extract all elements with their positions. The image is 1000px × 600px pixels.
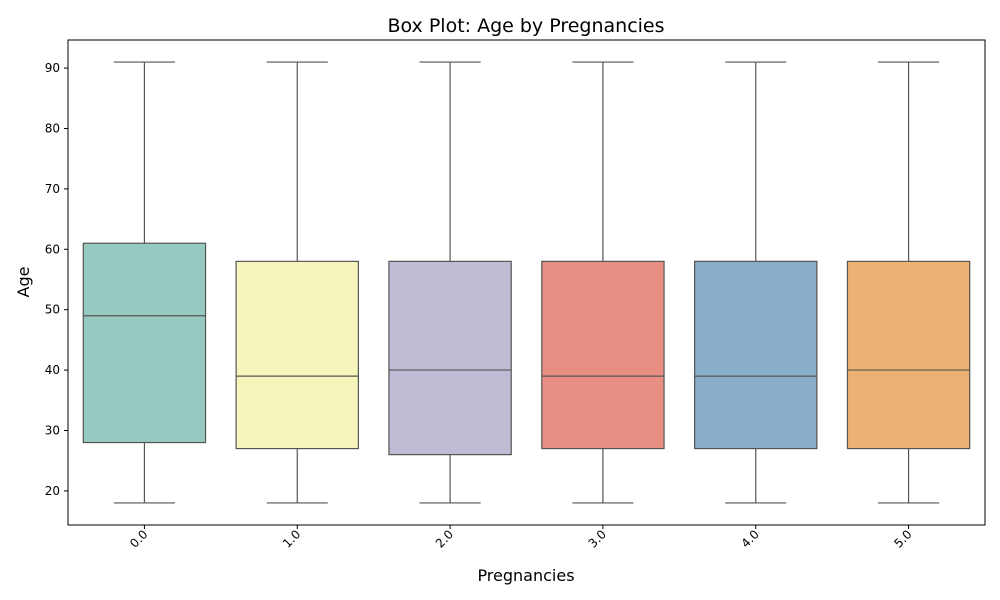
box-5 [846, 260, 971, 450]
chart-title: Box Plot: Age by Pregnancies [387, 15, 664, 37]
x-tick-label: 0.0 [127, 527, 150, 550]
box-4 [694, 260, 818, 450]
y-tick-label: 80 [45, 121, 60, 135]
x-tick-label: 4.0 [738, 527, 761, 550]
y-tick-label: 40 [45, 363, 60, 377]
box-2 [388, 260, 512, 456]
y-tick-label: 50 [45, 303, 60, 317]
y-tick-label: 70 [45, 182, 60, 196]
plot-area: 20 30 40 50 60 70 80 90 0.0 1.0 2.0 3.0 4.0 5.0 [45, 39, 986, 551]
x-tick-label: 2.0 [433, 527, 456, 550]
y-axis-label: Age [14, 267, 33, 298]
y-tick-label: 20 [45, 484, 60, 498]
x-tick-label: 1.0 [280, 527, 303, 550]
x-axis-label: Pregnancies [477, 566, 574, 585]
x-tick-label: 3.0 [586, 527, 609, 550]
x-tick-label: 5.0 [891, 527, 914, 550]
box-1 [235, 260, 359, 450]
box-3 [541, 260, 665, 450]
box-0 [82, 242, 207, 444]
plot-frame [67, 39, 986, 526]
y-tick-label: 60 [45, 242, 60, 256]
y-tick-label: 30 [45, 423, 60, 437]
y-tick-label: 90 [45, 61, 60, 75]
